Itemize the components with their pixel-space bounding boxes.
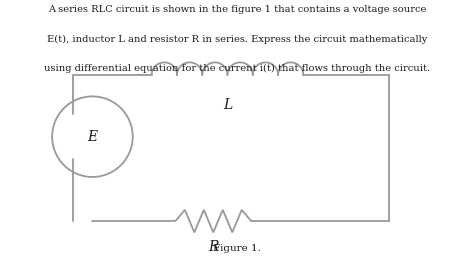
Text: R: R <box>208 240 219 254</box>
Text: L: L <box>223 98 232 112</box>
Text: using differential equation for the current i(t) that flows through the circuit.: using differential equation for the curr… <box>44 64 430 73</box>
Text: A series RLC circuit is shown in the figure 1 that contains a voltage source: A series RLC circuit is shown in the fig… <box>48 5 426 14</box>
Text: Figure 1.: Figure 1. <box>213 244 261 253</box>
Text: E(t), inductor L and resistor R in series. Express the circuit mathematically: E(t), inductor L and resistor R in serie… <box>47 35 427 44</box>
Text: E: E <box>87 130 98 144</box>
